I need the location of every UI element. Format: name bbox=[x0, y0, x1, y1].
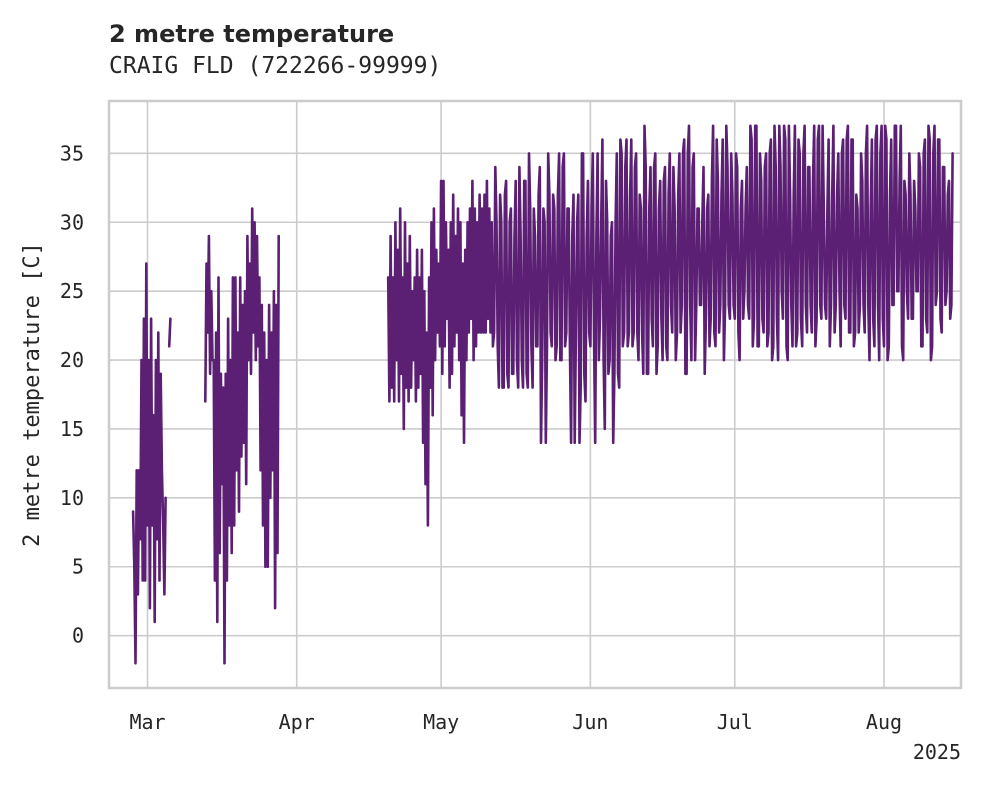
y-tick-label: 25 bbox=[60, 279, 84, 303]
plot-frame bbox=[107, 99, 963, 690]
y-tick-label: 0 bbox=[72, 624, 84, 648]
chart-subtitle: CRAIG FLD (722266-99999) bbox=[109, 53, 441, 79]
chart-title: 2 metre temperature bbox=[109, 20, 394, 48]
y-tick-label: 35 bbox=[60, 141, 84, 165]
series-layer bbox=[131, 124, 954, 665]
x-axis-offset-label: 2025 bbox=[913, 740, 961, 764]
temperature-series-line bbox=[131, 124, 954, 665]
x-tick-label: Apr bbox=[279, 710, 315, 734]
y-axis-label: 2 metre temperature [C] bbox=[20, 242, 45, 547]
x-tick-label: Mar bbox=[129, 710, 165, 734]
y-tick-label: 30 bbox=[60, 210, 84, 234]
y-tick-label: 20 bbox=[60, 348, 84, 372]
x-axis-ticks: Mar Apr May Jun Jul Aug bbox=[129, 710, 902, 734]
y-tick-label: 15 bbox=[60, 417, 84, 441]
x-tick-label: May bbox=[423, 710, 459, 734]
y-tick-label: 5 bbox=[72, 555, 84, 579]
y-tick-label: 10 bbox=[60, 486, 84, 510]
x-tick-label: Jul bbox=[717, 710, 753, 734]
x-tick-label: Aug bbox=[866, 710, 902, 734]
y-axis-ticks: 0 5 10 15 20 25 30 35 bbox=[60, 141, 84, 647]
x-tick-label: Jun bbox=[572, 710, 608, 734]
